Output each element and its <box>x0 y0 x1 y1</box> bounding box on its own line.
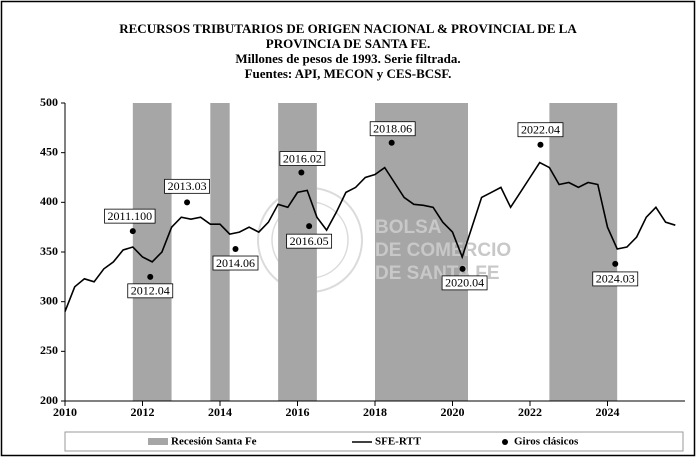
recession-band <box>132 103 172 401</box>
point-label: 2016.02 <box>283 151 322 165</box>
giro-point <box>129 228 136 235</box>
legend-box <box>64 431 684 452</box>
giro-point <box>232 246 239 253</box>
y-tick-label: 300 <box>40 293 58 307</box>
watermark-text: DE COMERCIO <box>375 240 511 261</box>
point-label-box <box>369 121 416 137</box>
x-tick-label: 2022 <box>518 405 542 419</box>
sfe-rtt-line <box>64 161 676 312</box>
x-tick-label: 2018 <box>363 405 387 419</box>
y-tick-label: 200 <box>40 393 58 407</box>
x-tick-label: 2024 <box>596 405 620 419</box>
point-label-box <box>592 271 639 287</box>
recession-band <box>375 103 468 401</box>
x-tick-label: 2014 <box>208 405 232 419</box>
point-label: 2018.06 <box>373 121 412 135</box>
x-tick-label: 2010 <box>53 405 77 419</box>
point-label-box <box>517 122 564 138</box>
chart-title: RECURSOS TRIBUTARIOS DE ORIGEN NACIONAL … <box>119 21 577 36</box>
giro-point <box>537 141 544 148</box>
point-label-box <box>441 275 488 291</box>
giro-point <box>147 273 154 280</box>
legend-label: SFE-RTT <box>375 436 422 448</box>
recession-band <box>278 103 317 401</box>
point-label-box <box>104 208 156 224</box>
y-tick-label: 250 <box>40 343 58 357</box>
point-label: 2016.05 <box>290 234 329 248</box>
point-label-box <box>127 283 174 299</box>
chart-subtitle: Fuentes: API, MECON y CES-BCSF. <box>245 66 452 81</box>
legend-swatch <box>502 439 508 445</box>
point-label-box <box>286 233 333 249</box>
giro-point <box>459 265 466 272</box>
legend-label: Giros clásicos <box>514 436 579 448</box>
recession-band <box>210 103 230 401</box>
chart-subtitle: Millones de pesos de 1993. Serie filtrad… <box>235 51 460 66</box>
point-label: 2011.100 <box>108 209 153 223</box>
watermark-text: BOLSA <box>375 217 442 238</box>
x-tick-label: 2016 <box>286 405 310 419</box>
point-label-box <box>212 255 259 271</box>
point-label: 2020.04 <box>445 276 484 290</box>
giro-point <box>298 169 305 176</box>
point-label-box <box>164 178 210 194</box>
x-tick-label: 2012 <box>131 405 155 419</box>
giro-point <box>612 260 619 267</box>
y-tick-label: 450 <box>40 144 58 158</box>
point-label: 2022.04 <box>521 122 560 136</box>
point-label-box <box>279 151 326 166</box>
x-tick-label: 2020 <box>441 405 465 419</box>
giro-point <box>388 139 395 146</box>
recession-band <box>549 103 618 401</box>
y-tick-label: 500 <box>40 95 58 109</box>
y-tick-label: 350 <box>40 244 58 258</box>
y-tick-label: 400 <box>40 194 58 208</box>
giro-point <box>184 199 191 206</box>
point-label: 2024.03 <box>596 272 635 286</box>
legend-label: Recesión Santa Fe <box>171 436 257 448</box>
chart-title: PROVINCIA DE SANTA FE. <box>266 36 430 51</box>
point-label: 2013.03 <box>168 179 207 193</box>
point-label: 2012.04 <box>131 284 170 298</box>
point-label: 2014.06 <box>216 256 255 270</box>
giro-point <box>306 223 313 230</box>
legend-swatch <box>148 438 168 445</box>
